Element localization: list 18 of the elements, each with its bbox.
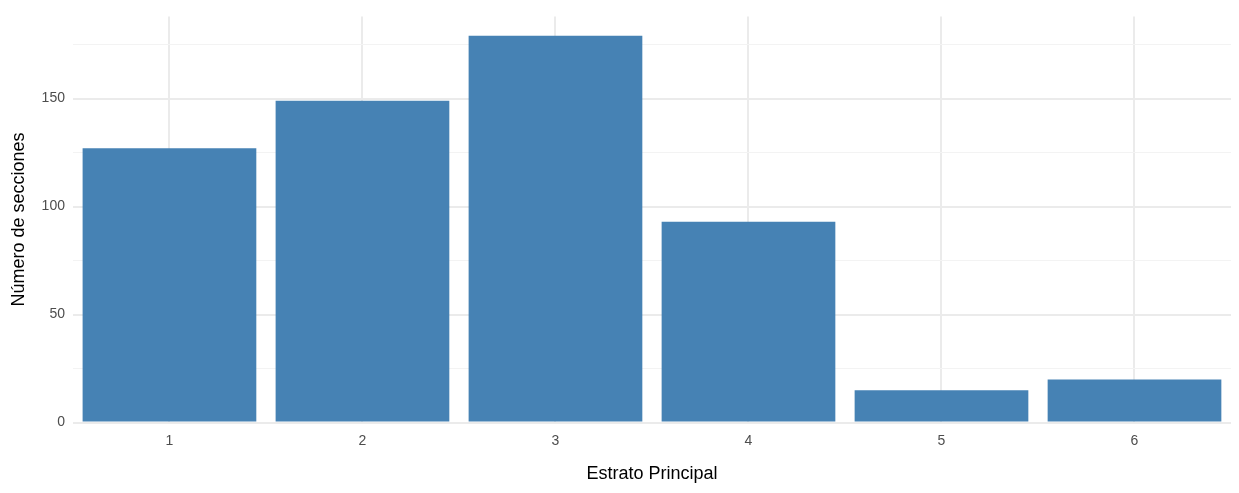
x-tick-label: 4 bbox=[744, 431, 753, 448]
bar bbox=[661, 221, 836, 422]
y-axis-title: Número de secciones bbox=[7, 132, 28, 307]
y-tick-label: 0 bbox=[57, 413, 66, 430]
x-axis-title: Estrato Principal bbox=[586, 463, 718, 484]
y-tick-label: 100 bbox=[41, 197, 66, 214]
bar bbox=[1047, 379, 1222, 422]
x-tick-label: 1 bbox=[165, 431, 174, 448]
y-tick-label: 50 bbox=[49, 305, 66, 322]
bar bbox=[854, 390, 1029, 422]
y-tick-label: 150 bbox=[41, 89, 66, 106]
x-tick-label: 6 bbox=[1130, 431, 1139, 448]
x-tick-label: 2 bbox=[358, 431, 367, 448]
x-tick-label: 3 bbox=[551, 431, 560, 448]
bar bbox=[468, 35, 643, 422]
bar bbox=[82, 148, 257, 422]
bar bbox=[275, 100, 450, 422]
x-tick-label: 5 bbox=[937, 431, 946, 448]
